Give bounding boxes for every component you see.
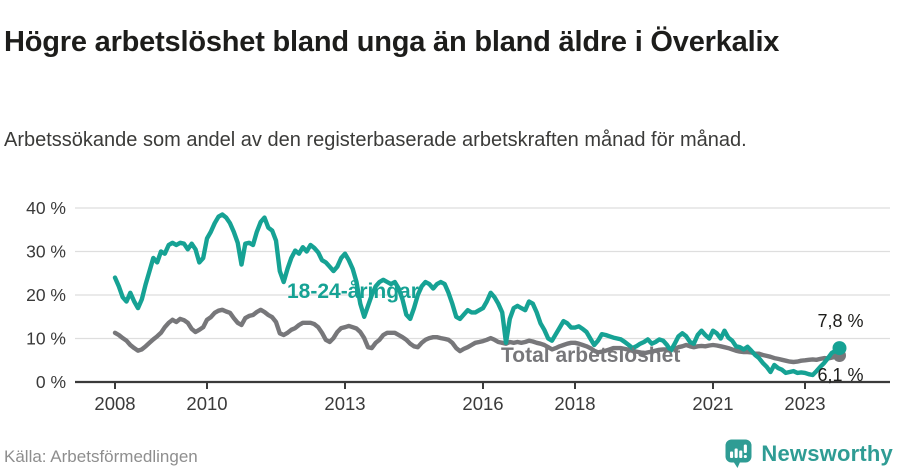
- series-line-total: [112, 307, 842, 365]
- series-line-youth: [112, 212, 842, 378]
- x-tick-label: 2013: [324, 393, 365, 414]
- source-credit: Källa: Arbetsförmedlingen: [4, 447, 198, 466]
- x-tick-label: 2016: [462, 393, 503, 414]
- chart-area: 40 % 30 % 20 % 10 % 0 % 2008 2010 2013 2016 2018 2…: [0, 190, 900, 442]
- chart-subtitle: Arbetssökande som andel av den registerb…: [4, 129, 747, 151]
- newsworthy-logo: Newsworthy: [724, 438, 893, 469]
- end-dot-youth: [832, 341, 847, 356]
- x-tick-label: 2008: [94, 393, 135, 414]
- x-tick-label: 2023: [784, 393, 825, 414]
- page-title: Högre arbetslöshet bland unga än bland ä…: [4, 26, 780, 59]
- y-tick-label: 20 %: [26, 285, 66, 305]
- x-tick-label: 2010: [186, 393, 227, 414]
- y-tick-label: 40 %: [26, 198, 66, 218]
- x-tick-label: 2021: [692, 393, 733, 414]
- unemployment-line-chart: 40 % 30 % 20 % 10 % 0 % 2008 2010 2013 2016 2018 2…: [26, 198, 890, 414]
- series-label-total: Total arbetslöshet: [501, 344, 681, 367]
- newsworthy-bubble-icon: [725, 439, 752, 468]
- y-tick-label: 30 %: [26, 242, 66, 262]
- end-value-total: 6,1 %: [817, 364, 864, 385]
- series-label-youth: 18-24-åringar: [287, 280, 419, 303]
- brand-name: Newsworthy: [761, 440, 893, 466]
- x-tick-label: 2018: [554, 393, 595, 414]
- end-value-youth: 7,8 %: [817, 311, 864, 332]
- y-tick-label: 0 %: [36, 372, 66, 392]
- y-tick-label: 10 %: [26, 329, 66, 349]
